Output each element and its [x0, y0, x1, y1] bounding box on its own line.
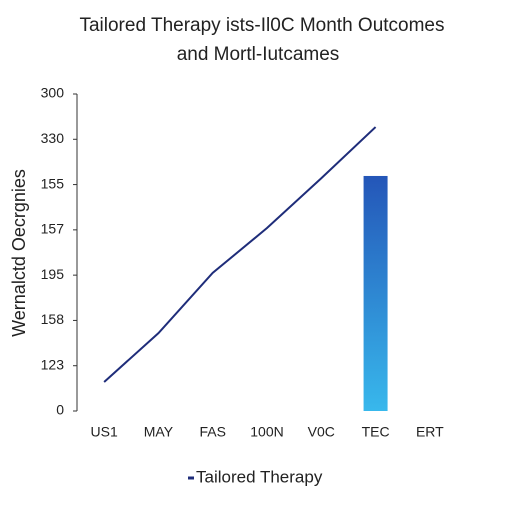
- y-axis-label: Wernalctd Oecrgnies: [9, 169, 29, 337]
- x-tick-label: TEC: [362, 424, 390, 440]
- bar: [363, 175, 388, 411]
- y-tick-label: 157: [41, 221, 65, 237]
- x-tick-label: ERT: [416, 424, 444, 440]
- y-tick-label: 0: [56, 402, 64, 418]
- y-tick-label: 300: [41, 85, 65, 101]
- legend-label: Tailored Therapy: [196, 467, 323, 486]
- x-tick-label: FAS: [199, 424, 225, 440]
- y-tick-label: 123: [41, 356, 65, 372]
- y-tick-label: 155: [41, 175, 65, 191]
- x-tick-label: US1: [91, 424, 118, 440]
- line: [103, 126, 377, 383]
- x-tick-label: 100N: [250, 424, 283, 440]
- y-tick-label: 158: [41, 311, 65, 327]
- y-tick-label: 195: [41, 266, 65, 282]
- chart-title: Tailored Therapy ists-Il0C Month Outcome…: [79, 15, 444, 36]
- y-tick-label: 330: [41, 130, 65, 146]
- chart-title: and Mortl-Iutcames: [177, 44, 340, 65]
- x-tick-label: MAY: [144, 424, 174, 440]
- x-tick-label: V0C: [308, 424, 335, 440]
